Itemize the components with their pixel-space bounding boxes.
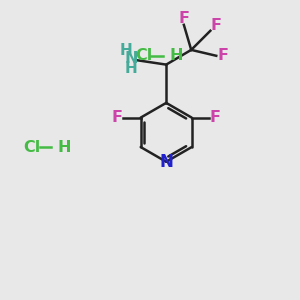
Text: F: F [210, 110, 221, 125]
Text: Cl: Cl [24, 140, 41, 154]
Text: F: F [178, 11, 189, 26]
Text: H: H [125, 61, 138, 76]
Text: N: N [159, 153, 173, 171]
Text: H: H [119, 43, 132, 58]
Text: H: H [58, 140, 71, 154]
Text: H: H [170, 48, 183, 63]
Text: F: F [211, 18, 222, 33]
Text: N: N [125, 51, 138, 66]
Text: Cl: Cl [136, 48, 153, 63]
Text: F: F [112, 110, 123, 125]
Text: F: F [217, 48, 228, 63]
